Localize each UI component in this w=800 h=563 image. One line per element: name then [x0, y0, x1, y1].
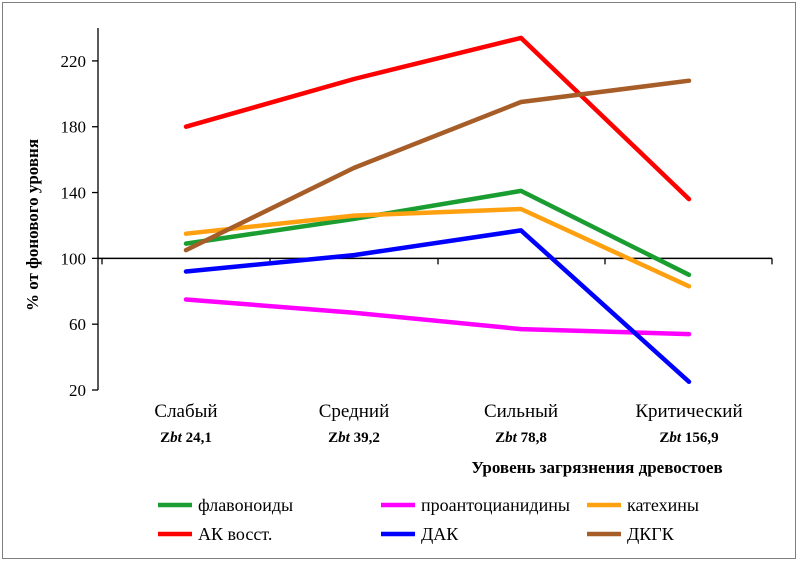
legend-label: флавоноиды — [198, 495, 293, 515]
legend-label: АК восст. — [198, 524, 272, 544]
legend-label: ДАК — [421, 524, 459, 544]
category-sublabel: Zbt 39,2 — [328, 430, 380, 446]
y-tick-label: 180 — [61, 118, 87, 137]
series-line — [183, 78, 692, 253]
series-layer — [183, 35, 692, 385]
legend-label: ДКГК — [627, 524, 675, 544]
category-label: Критический — [635, 401, 742, 422]
category-label: Средний — [319, 401, 390, 422]
y-axis: 20 60 100 140 180 220 — [61, 28, 99, 400]
y-tick-label: 20 — [69, 381, 86, 400]
series-line — [183, 228, 692, 385]
category-sublabel: Zbt 156,9 — [659, 430, 718, 446]
legend-label: катехины — [627, 495, 699, 515]
category-labels: Слабый Zbt 24,1 Средний Zbt 39,2 Сильный Zbt … — [154, 401, 742, 446]
y-tick-label: 60 — [69, 315, 86, 334]
legend: флавоноиды проантоцианидины катехины АК вос… — [158, 495, 699, 544]
y-tick-label: 140 — [61, 184, 87, 203]
category-label: Сильный — [484, 401, 558, 422]
y-tick-label: 220 — [61, 52, 87, 71]
category-sublabel: Zbt 78,8 — [495, 430, 547, 446]
category-label: Слабый — [154, 401, 217, 422]
legend-label: проантоцианидины — [421, 495, 570, 515]
y-tick-label: 100 — [61, 249, 87, 268]
x-axis-title: Уровень загрязнения древостоев — [471, 458, 722, 477]
y-axis-title: % от фонового уровня — [23, 139, 42, 311]
series-line — [183, 35, 692, 202]
category-sublabel: Zbt 24,1 — [160, 430, 212, 446]
series-line — [183, 188, 692, 278]
series-line — [183, 297, 692, 337]
series-line — [183, 206, 692, 289]
